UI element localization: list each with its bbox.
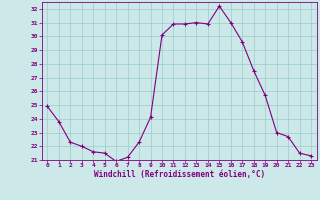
X-axis label: Windchill (Refroidissement éolien,°C): Windchill (Refroidissement éolien,°C) bbox=[94, 170, 265, 179]
